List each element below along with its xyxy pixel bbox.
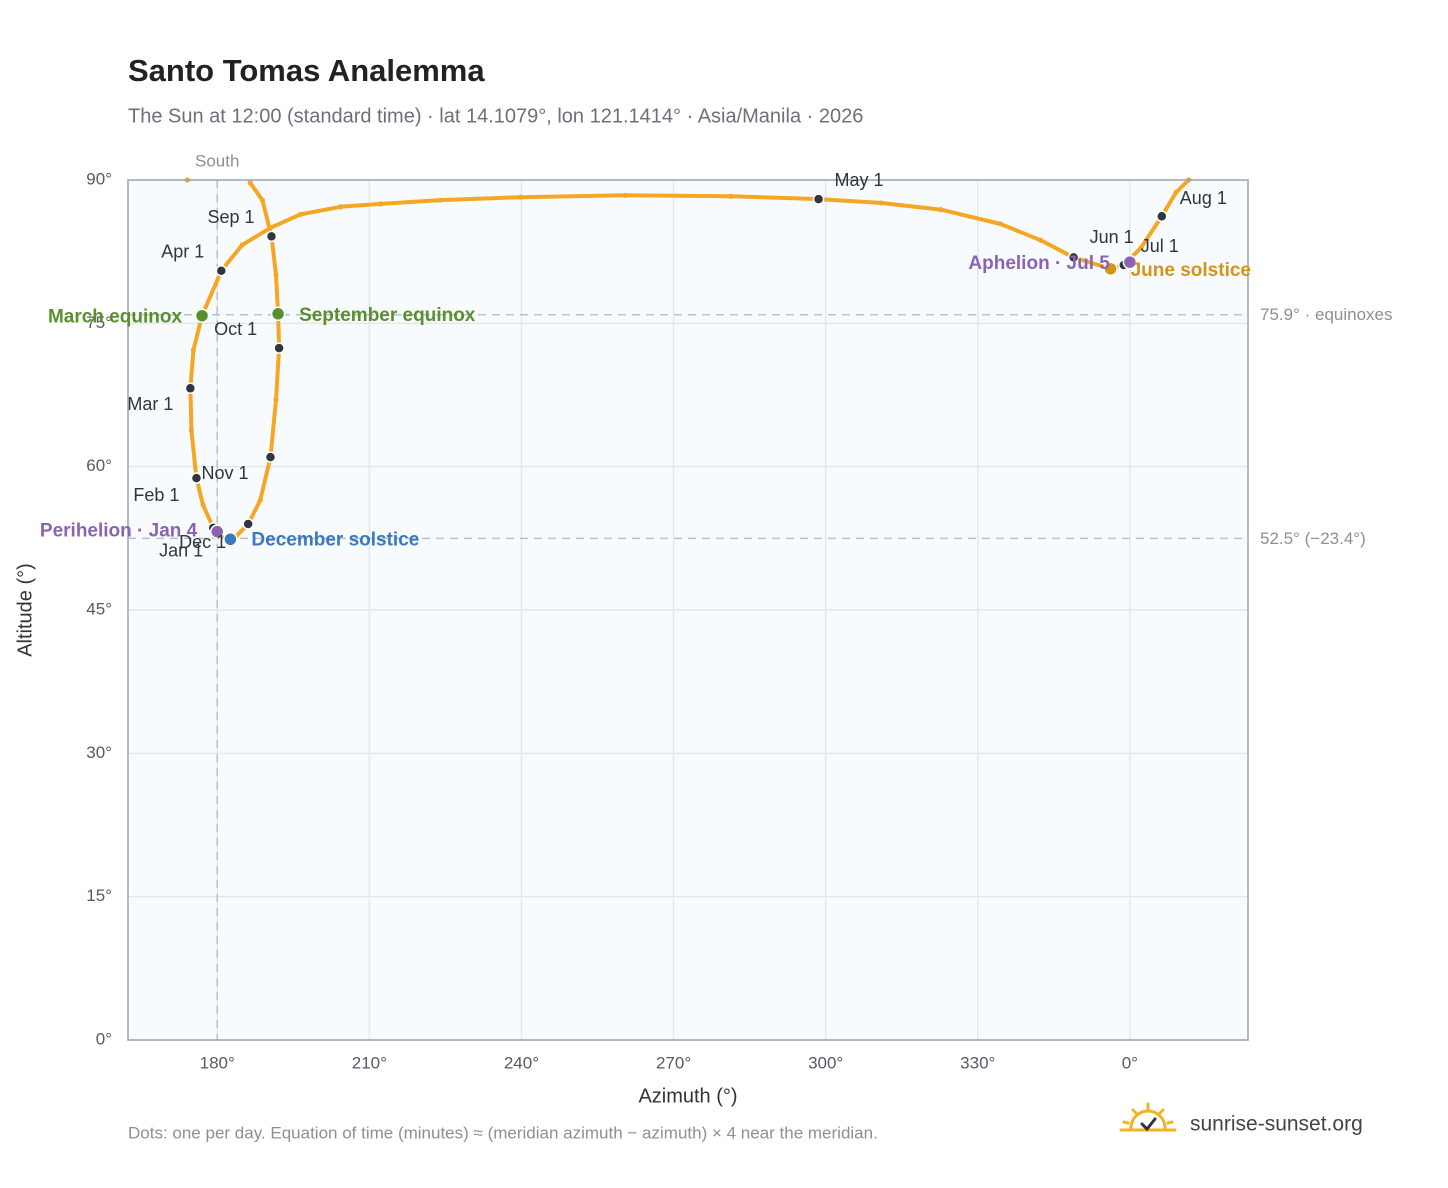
month-label: May 1	[835, 170, 884, 190]
chart-subtitle: The Sun at 12:00 (standard time) · lat 1…	[128, 105, 863, 127]
y-axis-label: Altitude (°)	[14, 563, 36, 657]
day-dot	[188, 427, 194, 433]
event-label: March equinox	[48, 307, 183, 328]
event-label: Perihelion · Jan 4	[40, 521, 198, 542]
event-marker	[1103, 261, 1118, 277]
month-marker	[812, 193, 825, 205]
event-label: December solstice	[251, 529, 419, 550]
x-tick-label: 210°	[352, 1053, 387, 1072]
day-dot	[267, 225, 274, 231]
month-label: Apr 1	[161, 242, 204, 262]
month-label: Sep 1	[207, 207, 254, 227]
month-label: Feb 1	[133, 485, 179, 505]
day-dot	[297, 211, 303, 217]
data-layer	[184, 177, 1192, 547]
y-tick-label: 60°	[86, 456, 112, 475]
month-marker	[242, 518, 254, 530]
day-dot	[377, 201, 384, 207]
brand-text: sunrise-sunset.org	[1190, 1113, 1363, 1136]
chart-title: Santo Tomas Analemma	[128, 53, 485, 88]
event-marker	[209, 524, 225, 539]
month-label: Nov 1	[201, 463, 248, 483]
month-marker	[184, 382, 197, 395]
event-label: September equinox	[299, 305, 476, 326]
event-marker	[1122, 254, 1138, 270]
day-dot	[1173, 189, 1179, 196]
month-marker	[215, 265, 228, 277]
footnote: Dots: one per day. Equation of time (min…	[128, 1123, 878, 1142]
x-tick-label: 330°	[960, 1053, 995, 1072]
month-marker	[1067, 251, 1080, 264]
event-marker	[223, 532, 238, 547]
day-dot	[190, 347, 197, 353]
x-tick-label: 270°	[656, 1053, 691, 1072]
month-label: Oct 1	[214, 319, 257, 339]
month-marker	[273, 342, 285, 354]
day-dot	[1138, 245, 1144, 251]
day-dot	[200, 502, 206, 508]
y-tick-label: 30°	[86, 743, 112, 762]
event-label: June solstice	[1131, 260, 1251, 281]
day-dot	[1038, 237, 1044, 243]
day-dot	[337, 204, 344, 210]
y-tick-label: 45°	[86, 599, 112, 618]
month-marker	[265, 230, 278, 243]
y-tick-label: 0°	[96, 1029, 112, 1048]
month-marker	[264, 451, 277, 463]
plot-border	[127, 179, 1249, 1041]
day-dot	[997, 221, 1004, 227]
brand-logo	[1119, 1102, 1177, 1132]
reference-label: South	[195, 151, 239, 170]
month-label: Dec 1	[179, 532, 226, 552]
day-dot	[728, 193, 734, 199]
y-tick-label: 90°	[86, 169, 112, 188]
day-dot	[247, 180, 253, 186]
day-dot	[938, 207, 944, 213]
labels: 0° 15° 30° 45° 60° 75° 90° 180° 210° 240° 270° 300°…	[40, 151, 1393, 1072]
event-label: Aphelion · Jul 5	[968, 253, 1110, 274]
reference-label: 75.9° · equinoxes	[1260, 305, 1393, 324]
event-marker	[194, 308, 210, 323]
day-dot	[437, 197, 443, 203]
day-dot	[273, 272, 279, 278]
x-tick-label: 0°	[1122, 1053, 1138, 1072]
x-axis-label: Azimuth (°)	[638, 1085, 737, 1107]
reference-lines	[128, 180, 1248, 1040]
day-dot	[273, 397, 279, 403]
day-dot	[517, 194, 524, 200]
month-marker	[190, 472, 203, 484]
y-tick-label: 75°	[86, 313, 112, 332]
month-label: Jun 1	[1090, 227, 1134, 247]
month-label: Jan 1	[159, 541, 203, 561]
day-dot	[622, 192, 628, 198]
day-dot	[878, 200, 884, 206]
day-dot	[257, 497, 263, 503]
event-marker	[270, 306, 286, 322]
x-tick-label: 180°	[200, 1053, 235, 1072]
x-tick-label: 240°	[504, 1053, 539, 1072]
day-dot	[239, 242, 245, 248]
month-label: Jul 1	[1141, 236, 1179, 256]
x-tick-label: 300°	[808, 1053, 843, 1072]
y-tick-label: 15°	[86, 886, 112, 905]
reference-label: 52.5° (−23.4°)	[1260, 529, 1366, 548]
month-label: Aug 1	[1180, 188, 1227, 208]
month-label: Mar 1	[127, 394, 173, 414]
month-marker	[1156, 210, 1168, 223]
day-dot	[259, 197, 265, 203]
